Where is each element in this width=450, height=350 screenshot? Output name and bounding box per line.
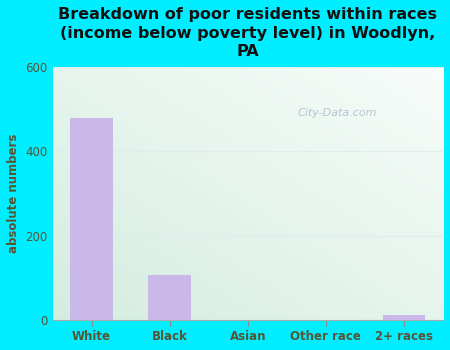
Y-axis label: absolute numbers: absolute numbers (7, 134, 20, 253)
Bar (382, 315, 426, 320)
Text: City-Data.com: City-Data.com (298, 108, 378, 118)
Bar (70, 118, 113, 320)
Bar (148, 275, 191, 320)
Title: Breakdown of poor residents within races
(income below poverty level) in Woodlyn: Breakdown of poor residents within races… (58, 7, 437, 59)
